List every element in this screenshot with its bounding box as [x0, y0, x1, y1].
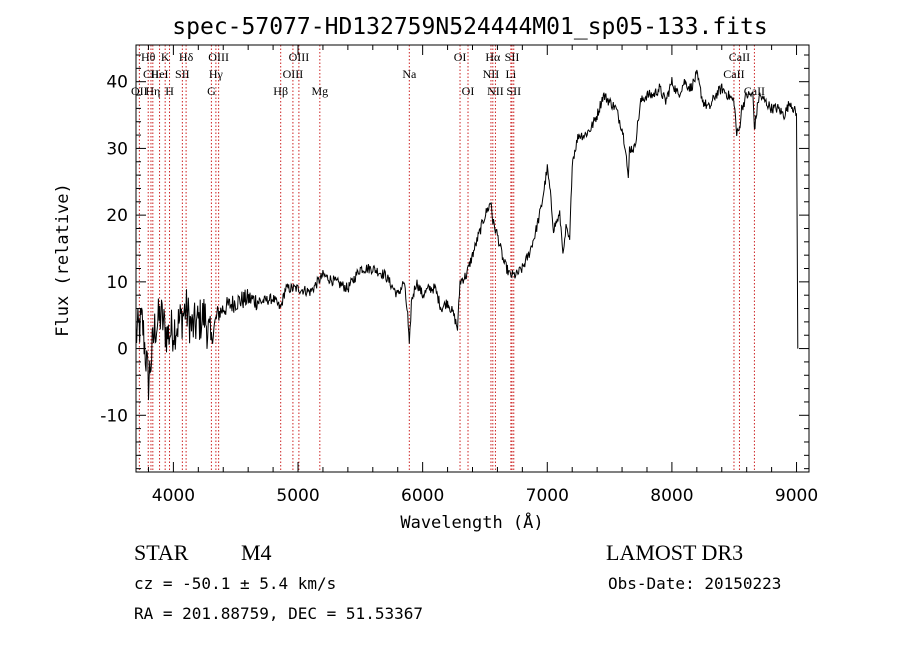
y-tick-label: 30: [106, 139, 128, 159]
spectral-line-label: H: [165, 84, 174, 98]
object-subclass: M4: [241, 540, 272, 565]
spectral-line-label: SII: [506, 84, 521, 98]
obs-date: Obs-Date: 20150223: [608, 574, 781, 593]
spectral-line-label: Hθ: [141, 50, 156, 64]
spectral-line-label: Hγ: [209, 67, 224, 81]
spectral-line-label: NII: [487, 84, 504, 98]
x-tick-label: 6000: [401, 486, 444, 506]
spectral-line-label: Hη: [145, 84, 160, 98]
spectral-line-label: CaII: [723, 67, 744, 81]
x-tick-label: 9000: [775, 486, 818, 506]
spectral-line-label: SII: [175, 67, 190, 81]
redshift-cz: cz = -50.1 ± 5.4 km/s: [134, 574, 336, 593]
y-tick-label: 0: [117, 340, 128, 360]
spectral-line-label: Hα: [485, 50, 501, 64]
plot-frame: [135, 44, 810, 473]
spectral-line-label: OIII: [289, 50, 310, 64]
spectral-line-markers: [138, 45, 755, 472]
spectral-line-label: OIII: [208, 50, 229, 64]
coordinates: RA = 201.88759, DEC = 51.53367: [134, 604, 423, 623]
spectral-line-label: CaII: [729, 50, 750, 64]
spectral-line-label: Mg: [311, 84, 328, 98]
spectral-line-label: Na: [402, 67, 417, 81]
spectral-line-label: Hβ: [273, 84, 288, 98]
x-axis: 4000 5000 6000 7000 8000 9000: [147, 45, 818, 506]
x-axis-label: Wavelength (Å): [400, 511, 543, 533]
x-tick-label: 5000: [276, 486, 319, 506]
spectral-line-label: G: [207, 84, 216, 98]
flux-series-line: [135, 69, 799, 401]
y-tick-label: 20: [106, 206, 128, 226]
spectral-line-label: SII: [505, 50, 520, 64]
y-tick-label: 40: [106, 73, 128, 93]
x-tick-label: 4000: [152, 486, 195, 506]
spectral-line-label: CII: [143, 67, 159, 81]
y-tick-label: 10: [106, 273, 128, 293]
spectral-line-label: OI: [454, 50, 467, 64]
y-axis-label: Flux (relative): [53, 183, 73, 337]
spectral-line-label: OII: [131, 84, 148, 98]
y-tick-label: -10: [100, 406, 128, 426]
spectral-line-label: Hδ: [179, 50, 194, 64]
chart-title: spec-57077-HD132759N524444M01_sp05-133.f…: [172, 14, 767, 40]
spectral-line-label: NII: [483, 67, 500, 81]
x-tick-label: 8000: [650, 486, 693, 506]
spectral-line-label: OI: [462, 84, 475, 98]
spectral-line-label: K: [161, 50, 170, 64]
y-axis: -10 0 10 20 30 40: [100, 54, 809, 470]
spectral-line-label: HeI: [151, 67, 169, 81]
spectral-line-label: Li: [506, 67, 517, 81]
x-tick-label: 7000: [526, 486, 569, 506]
object-class: STAR: [134, 540, 189, 565]
survey-name: LAMOST DR3: [606, 540, 743, 565]
spectral-line-label: OIII: [283, 67, 304, 81]
